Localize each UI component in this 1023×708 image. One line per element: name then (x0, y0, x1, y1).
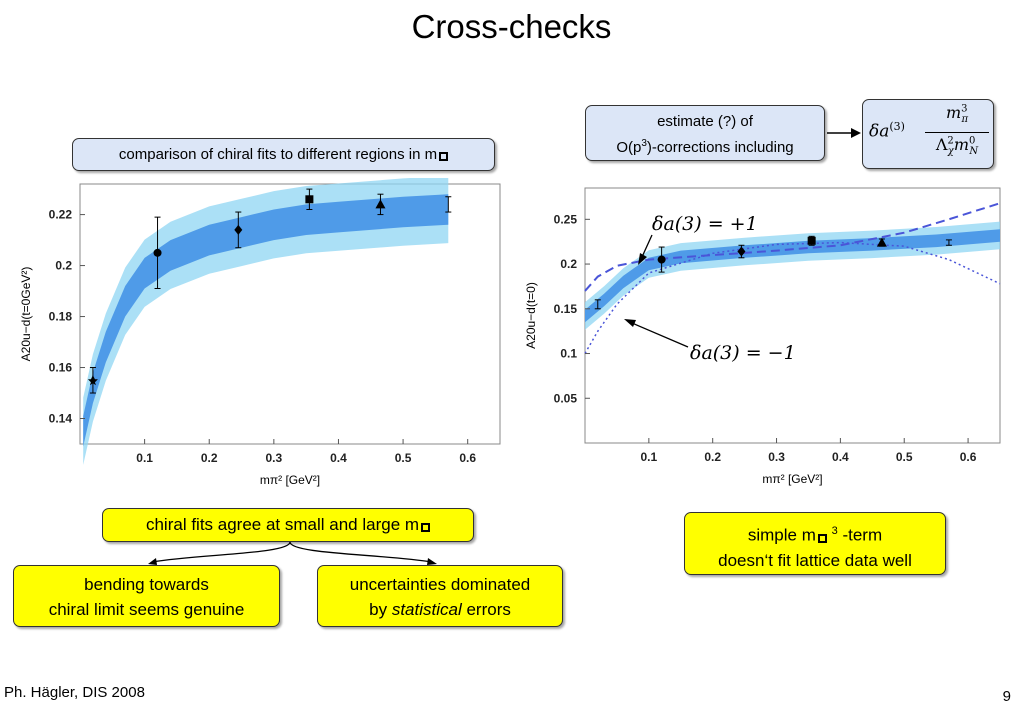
arrow-icon (827, 128, 861, 138)
data-point (657, 255, 666, 264)
pi-symbol-icon (421, 523, 431, 532)
x-tick-label: 0.2 (201, 451, 218, 465)
bending-callout: bending towards chiral limit seems genui… (13, 565, 280, 627)
error-band-inner (585, 229, 1000, 323)
y-tick-label: 0.15 (554, 302, 578, 316)
data-point (305, 195, 314, 204)
y-tick-label: 0.16 (49, 361, 73, 375)
connector-arrows (148, 541, 437, 565)
data-point (375, 199, 386, 209)
x-tick-label: 0.4 (330, 451, 347, 465)
formula-box: δa(3) m3π Λ2χm0N (862, 99, 994, 169)
x-tick-label: 0.5 (395, 451, 412, 465)
y-tick-label: 0.2 (55, 259, 72, 273)
y-tick-label: 0.05 (554, 391, 578, 405)
error-band-inner (83, 194, 449, 447)
x-tick-label: 0.3 (266, 451, 283, 465)
x-axis-label: mπ² [GeV²] (762, 472, 822, 486)
y-axis-label: A20u−d(t=0GeV²) (19, 267, 33, 362)
y-tick-label: 0.2 (560, 257, 577, 271)
chart-right: 0.1 0.2 0.3 0.4 0.5 0.6 0.05 0.1 0.15 0.2 0.25 mπ² … (524, 187, 1001, 486)
x-tick-label: 0.5 (896, 450, 913, 464)
y-tick-label: 0.1 (560, 347, 577, 361)
curve-delta-minus (584, 241, 1001, 354)
y-tick-label: 0.22 (49, 208, 73, 222)
comparison-text: comparison of chiral fits to different r… (118, 146, 438, 163)
chart-left: 0.1 0.2 0.3 0.4 0.5 0.6 0.14 0.16 0.18 0.2 0.22 mπ²… (19, 178, 501, 487)
pi-symbol-icon (817, 533, 827, 543)
footer-author: Ph. Hägler, DIS 2008 (4, 684, 145, 701)
data-point (87, 375, 98, 386)
delta-minus-label: δa(3) = −1 (690, 342, 796, 364)
y-tick-label: 0.25 (554, 212, 578, 226)
estimate-line1: estimate (?) of (657, 113, 753, 130)
simple-term-callout: simple m 3 -term doesn‘t fit lattice dat… (684, 512, 946, 575)
data-point (807, 236, 816, 245)
y-axis-label: A20u−d(t=0) (524, 282, 538, 349)
estimate-callout: estimate (?) of O(p3)-corrections includ… (585, 105, 825, 161)
annotation-arrows (624, 234, 689, 348)
delta-plus-label: δa(3) = +1 (652, 213, 758, 235)
estimate-line2: O(p3)-corrections including (616, 138, 794, 156)
pi-symbol-icon (439, 152, 449, 161)
x-tick-label: 0.1 (641, 450, 658, 464)
curve-delta-plus (584, 202, 1001, 292)
data-point (234, 224, 243, 235)
x-tick-label: 0.4 (832, 450, 849, 464)
x-tick-label: 0.6 (459, 451, 476, 465)
data-point (737, 246, 746, 257)
page-number: 9 (1002, 688, 1011, 705)
x-tick-label: 0.2 (704, 450, 721, 464)
y-tick-label: 0.18 (49, 310, 73, 324)
data-point (153, 248, 162, 257)
x-tick-label: 0.6 (960, 450, 977, 464)
chiral-agree-callout: chiral fits agree at small and large m (102, 508, 474, 542)
x-tick-label: 0.3 (768, 450, 785, 464)
uncertainties-callout: uncertainties dominated by statistical e… (317, 565, 563, 627)
y-tick-label: 0.14 (49, 412, 73, 426)
slide-title: Cross-checks (411, 8, 612, 45)
x-axis-label: mπ² [GeV²] (260, 473, 320, 487)
x-tick-label: 0.1 (136, 451, 153, 465)
data-point (876, 237, 887, 247)
comparison-callout: comparison of chiral fits to different r… (72, 138, 495, 171)
